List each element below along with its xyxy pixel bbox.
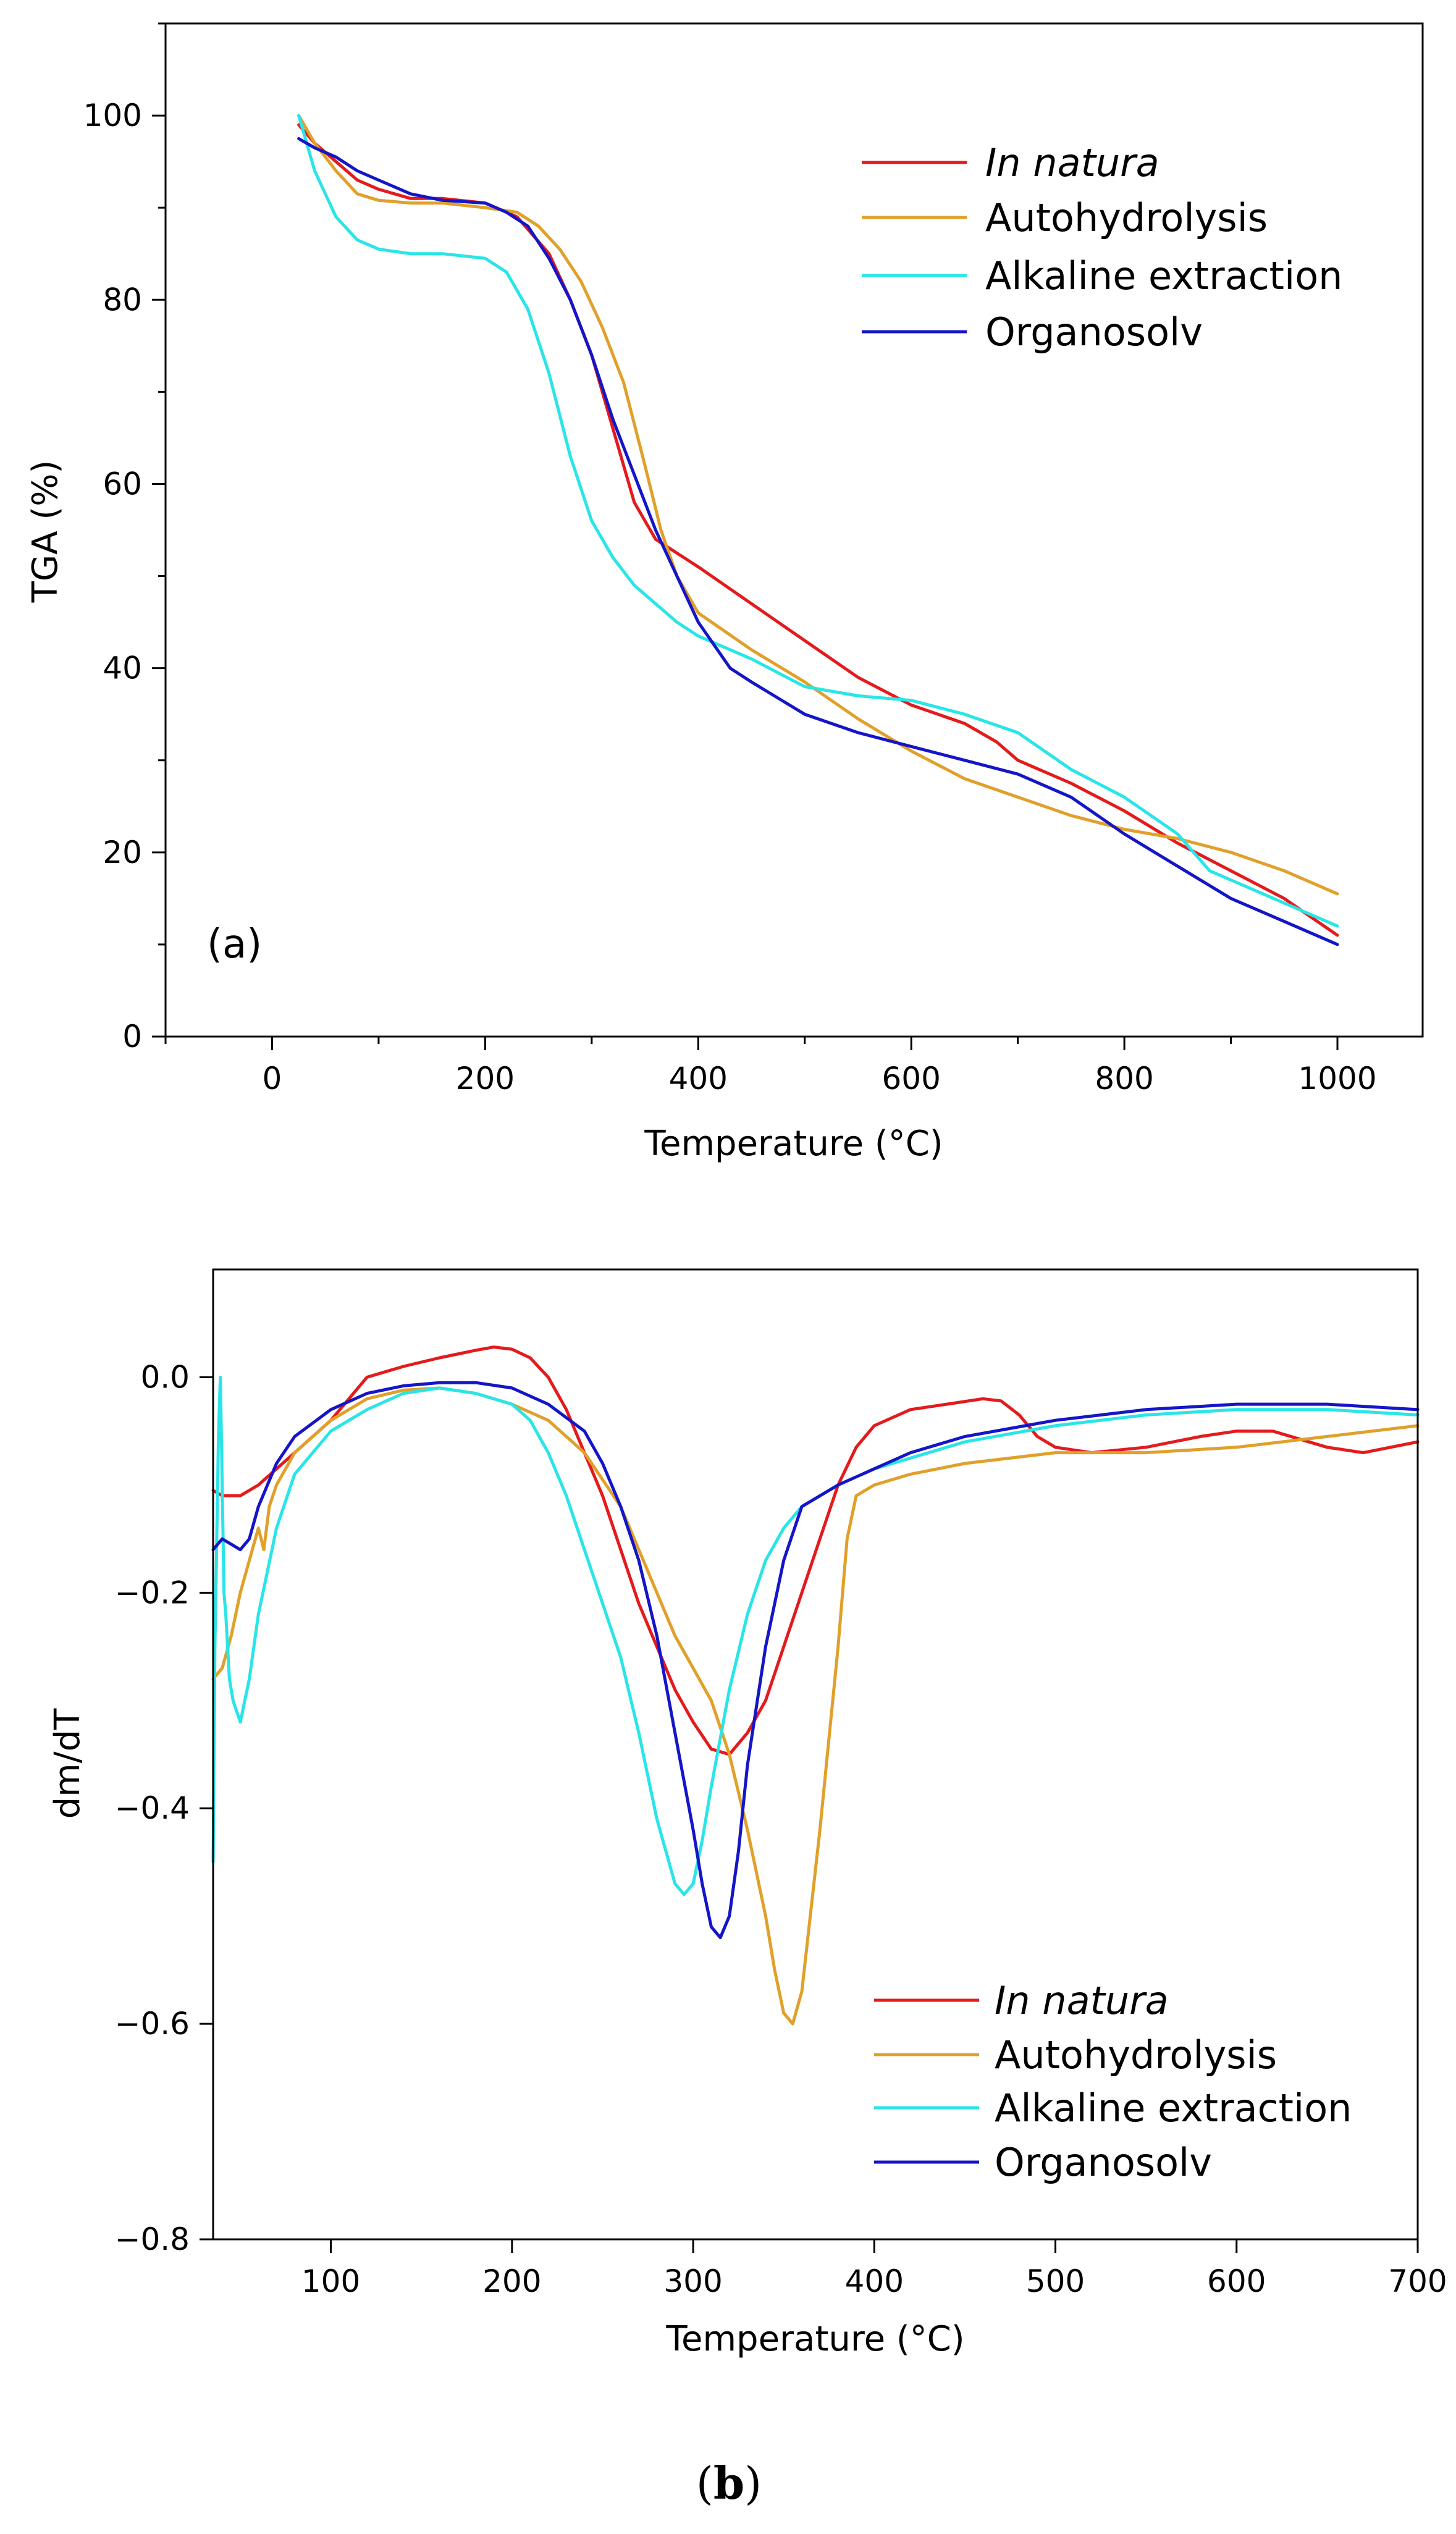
legend-b-label-organosolv: Organosolv [995,2140,1212,2185]
chart-a-plot-frame [164,22,1424,1038]
figure-caption-label: (b) [696,2457,762,2509]
legend-a-label-organosolv: Organosolv [985,309,1203,355]
x-tick-label-a: 1000 [1298,1061,1376,1097]
y-tick-label-a: 40 [103,650,142,686]
y-tick-label-a: 60 [103,466,142,502]
legend-b-label-autohydrolysis: Autohydrolysis [995,2032,1277,2077]
series-a-autohydrolysis [297,114,1339,896]
legend-a-label-in-natura: In natura [985,140,1159,185]
x-tick-label-b: 300 [663,2263,722,2299]
chart-b-x-axis: 100 200 300 400 500 600 700 [301,2239,1447,2299]
chart-a-y-axis: 0 20 40 60 80 100 [83,22,166,1054]
series-b-organosolv [211,1381,1420,1940]
x-tick-label-b: 600 [1207,2263,1266,2299]
x-tick-label-b: 200 [482,2263,541,2299]
chart-b-y-axis: −0.8 −0.6 −0.4 −0.2 0.0 [115,1359,213,2257]
y-tick-label-a: 80 [103,282,142,318]
x-tick-label-b: 100 [301,2263,360,2299]
chart-b-xlabel: Temperature (°C) [665,2319,964,2359]
x-tick-label-a: 200 [456,1061,515,1097]
y-tick-label-a: 20 [103,835,142,870]
chart-b-plot-frame [212,1268,1419,2241]
caption-letter: b [713,2457,744,2509]
legend-a-label-alkaline-extraction: Alkaline extraction [985,253,1342,298]
chart-a: 0 200 400 600 800 1000 0 20 40 60 80 100 Temperatu… [25,22,1424,1164]
caption-open-paren: ( [696,2457,713,2509]
x-tick-label-a: 800 [1095,1061,1153,1097]
y-tick-label-b: 0.0 [140,1359,190,1395]
chart-b-legend: In natura Autohydrolysis Alkaline extrac… [874,1978,1352,2185]
chart-b-series-group [211,1345,1420,2026]
series-a-organosolv [297,137,1339,946]
y-tick-label-b: −0.8 [115,2221,190,2257]
legend-b-label-in-natura: In natura [995,1978,1169,2023]
x-tick-label-a: 0 [263,1061,282,1097]
chart-b-ylabel: dm/dT [48,1708,88,1819]
chart-b: 100 200 300 400 500 600 700 −0.8 −0.6 −0.4 −0.2 0.… [48,1268,1447,2359]
y-tick-label-a: 0 [122,1019,142,1054]
x-tick-label-b: 700 [1388,2263,1447,2299]
series-b-autohydrolysis [211,1386,1420,2026]
y-tick-label-b: −0.6 [115,2006,190,2042]
chart-a-panel-label: (a) [207,922,262,967]
x-tick-label-b: 400 [845,2263,904,2299]
chart-a-x-axis: 0 200 400 600 800 1000 [164,1037,1377,1097]
series-b-in-natura [211,1345,1420,1756]
x-tick-label-a: 400 [669,1061,728,1097]
x-tick-label-b: 500 [1026,2263,1085,2299]
chart-a-series-group [297,114,1339,946]
y-tick-label-b: −0.4 [115,1790,190,1826]
legend-b-label-alkaline-extraction: Alkaline extraction [995,2086,1352,2131]
chart-a-xlabel: Temperature (°C) [644,1124,943,1164]
chart-a-ylabel: TGA (%) [25,460,65,604]
x-tick-label-a: 600 [882,1061,940,1097]
chart-a-legend: In natura Autohydrolysis Alkaline extrac… [862,140,1342,355]
legend-a-label-autohydrolysis: Autohydrolysis [985,195,1268,240]
y-tick-label-b: −0.2 [115,1575,190,1610]
y-tick-label-a: 100 [83,98,142,133]
series-a-alkaline-extraction [297,114,1339,928]
caption-close-paren: ) [744,2457,762,2509]
